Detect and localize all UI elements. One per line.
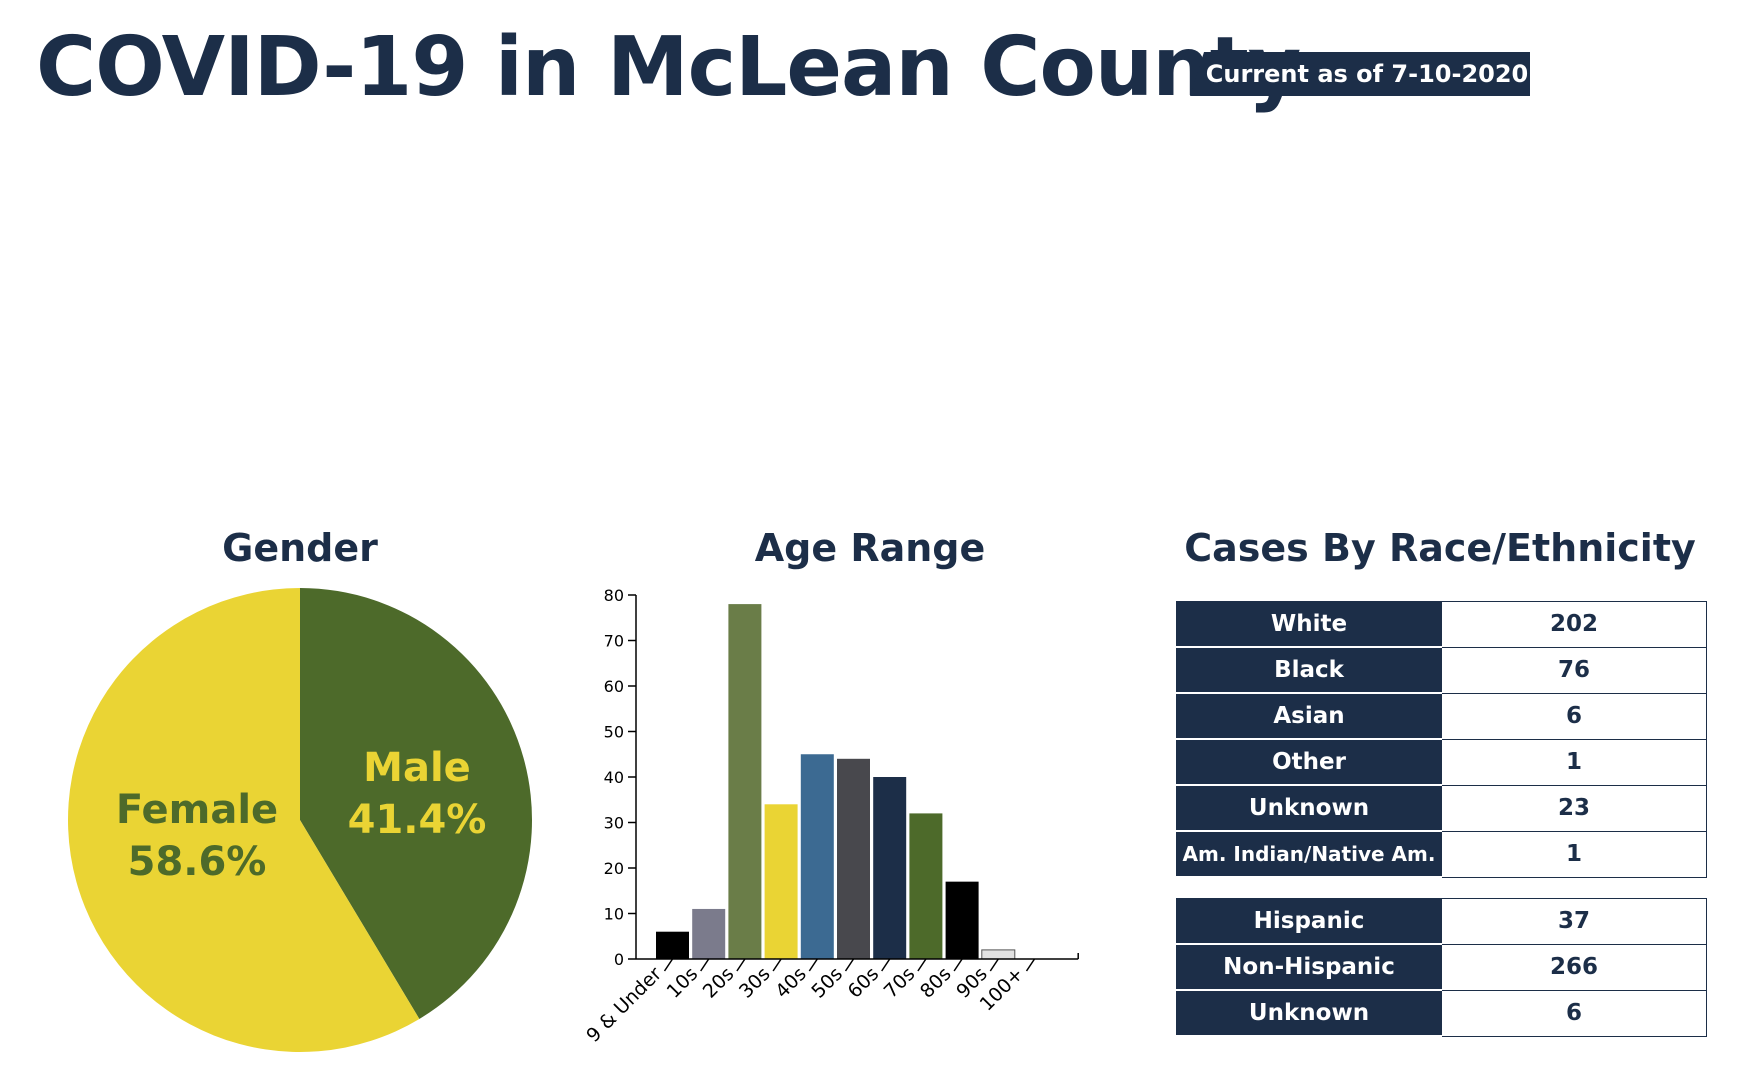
stat-card-home-isolation: Home Isolation 38 — [1416, 154, 1706, 474]
table-row: Non-Hispanic 266 — [1176, 943, 1707, 991]
x-tick-label: 50s — [807, 963, 847, 1003]
pie-slice-female — [68, 588, 420, 1052]
table-row: Unknown 6 — [1176, 989, 1707, 1037]
gender-pie-chart: Male 41.4% Female 58.6% — [68, 588, 533, 1052]
age-range-bar-chart: 0 10 20 30 40 50 60 70 80 9 & Under10s20s30s40s5… — [582, 586, 1079, 1047]
table-row: Asian 6 — [1176, 692, 1707, 740]
stat-card-deaths: Deaths 15 — [381, 154, 671, 474]
row-label: White — [1176, 601, 1442, 648]
pie-label-female-percent: 58.6% — [128, 839, 267, 885]
stat-value: 15 — [427, 277, 631, 451]
row-label: Asian — [1176, 692, 1442, 740]
table-row: Hispanic 37 — [1176, 898, 1707, 945]
pie-label-male-name: Male — [363, 745, 471, 791]
x-tick-label: 60s — [844, 963, 884, 1003]
stat-label: Hospitalized — [1083, 202, 1349, 246]
x-tick — [663, 958, 674, 972]
row-label: Black — [1176, 646, 1442, 694]
y-tick-label: 80 — [604, 586, 624, 605]
stat-card-hospitalized: Hospitalized 1 — [1071, 154, 1361, 474]
age-bar — [692, 908, 726, 959]
pie-slice-male — [300, 588, 533, 1019]
y-tick-label: 60 — [604, 677, 624, 696]
race-ethnicity-table: White 202 Black 76 Asian 6 Other 1 Unkno… — [1176, 601, 1707, 1037]
row-value: 37 — [1441, 898, 1707, 945]
table-row: Black 76 — [1176, 646, 1707, 694]
current-as-of-badge: Current as of 7-10-2020 — [1190, 52, 1530, 96]
row-label: Other — [1176, 738, 1442, 786]
row-value: 1 — [1441, 830, 1707, 878]
row-value: 266 — [1441, 943, 1707, 991]
x-tick-label: 70s — [880, 963, 920, 1003]
x-tick — [736, 958, 746, 972]
x-tick — [953, 958, 963, 972]
table-row: Am. Indian/Native Am. 1 — [1176, 830, 1707, 878]
x-tick-label: 20s — [699, 963, 739, 1003]
x-tick — [989, 958, 999, 972]
x-tick — [700, 958, 710, 972]
x-tick — [844, 958, 855, 972]
pie-label-male-percent: 41.4% — [348, 797, 487, 843]
page-title: COVID-19 in McLean County — [36, 20, 1301, 115]
table-row: White 202 — [1176, 601, 1707, 648]
gender-title: Gender — [222, 526, 378, 570]
stat-label: Deaths — [450, 202, 602, 246]
row-value: 23 — [1441, 784, 1707, 832]
as-of-text: Current as of 7-10-2020 — [1205, 60, 1529, 88]
row-label: Hispanic — [1176, 898, 1442, 945]
row-value: 1 — [1441, 738, 1707, 786]
x-tick-label: 9 & Under — [582, 963, 666, 1047]
y-tick-label: 10 — [604, 905, 624, 924]
y-tick-label: 40 — [604, 768, 624, 787]
x-tick — [881, 958, 891, 972]
x-tick-label: 30s — [735, 963, 775, 1003]
age-bar — [873, 777, 907, 959]
age-bar — [909, 813, 943, 959]
table-spacer-row — [1176, 876, 1707, 899]
stat-label: Home Isolation — [1468, 180, 1654, 268]
age-bar — [728, 604, 762, 959]
stat-label: Confirmed Cases — [70, 180, 292, 268]
age-bar — [981, 949, 1016, 960]
stat-card-confirmed: Confirmed Cases 309 — [36, 154, 337, 474]
age-range-title: Age Range — [754, 526, 986, 570]
y-tick-label: 20 — [604, 859, 624, 878]
stat-label: Recovered — [758, 202, 984, 246]
y-tick-label: 50 — [604, 723, 624, 742]
stat-value: 255 — [726, 277, 1027, 451]
x-tick — [772, 958, 782, 972]
table-row: Other 1 — [1176, 738, 1707, 786]
row-value: 6 — [1441, 692, 1707, 740]
row-label: Unknown — [1176, 989, 1442, 1037]
pie-label-female-name: Female — [116, 787, 278, 833]
stat-value: 309 — [36, 277, 337, 451]
race-ethnicity-title: Cases By Race/Ethnicity — [1184, 526, 1696, 570]
age-bar — [764, 804, 798, 959]
row-value: 202 — [1441, 601, 1707, 648]
y-tick-label: 70 — [604, 632, 624, 651]
row-label: Am. Indian/Native Am. — [1176, 830, 1442, 878]
age-bar — [800, 754, 834, 959]
x-tick — [917, 958, 927, 972]
age-bar — [656, 931, 689, 959]
y-tick-label: 30 — [604, 814, 624, 833]
stat-value: 1 — [1166, 277, 1271, 451]
y-tick-label: 0 — [614, 950, 624, 969]
x-tick — [1025, 958, 1036, 972]
x-tick-label: 10s — [663, 963, 703, 1003]
x-tick-label: 80s — [916, 963, 956, 1003]
x-tick — [808, 958, 818, 972]
row-label: Non-Hispanic — [1176, 943, 1442, 991]
row-value: 6 — [1441, 989, 1707, 1037]
age-bar — [945, 881, 979, 959]
stat-card-recovered: Recovered 255 — [726, 154, 1027, 474]
x-tick-label: 40s — [771, 963, 811, 1003]
row-label: Unknown — [1176, 784, 1442, 832]
table-row: Unknown 23 — [1176, 784, 1707, 832]
stat-value: 38 — [1462, 277, 1666, 451]
row-value: 76 — [1441, 646, 1707, 694]
age-bar — [837, 758, 870, 959]
